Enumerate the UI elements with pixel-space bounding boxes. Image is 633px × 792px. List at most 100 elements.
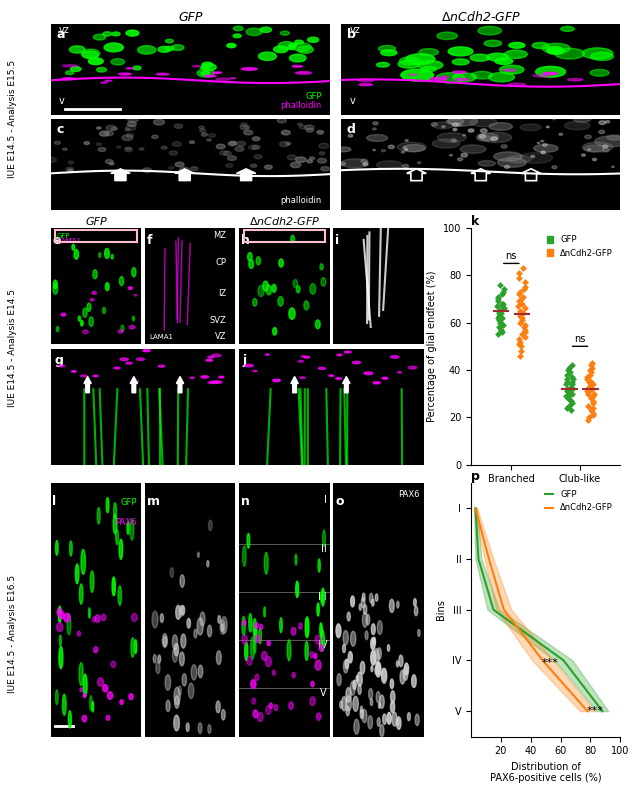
Ellipse shape	[126, 134, 134, 137]
FancyArrow shape	[177, 376, 184, 393]
FancyArrow shape	[342, 376, 350, 393]
Legend: GFP, ΔnCdh2-GFP: GFP, ΔnCdh2-GFP	[542, 487, 616, 516]
Ellipse shape	[455, 78, 469, 81]
Text: VZ: VZ	[215, 333, 227, 341]
Ellipse shape	[305, 617, 309, 638]
Ellipse shape	[241, 123, 247, 126]
Ellipse shape	[244, 126, 249, 128]
Ellipse shape	[92, 702, 94, 712]
Title: $\Delta$nCdh2-GFP: $\Delta$nCdh2-GFP	[441, 10, 521, 24]
Ellipse shape	[533, 74, 550, 77]
Ellipse shape	[499, 65, 524, 74]
Ellipse shape	[401, 151, 404, 153]
Ellipse shape	[56, 690, 58, 705]
Text: ns: ns	[505, 251, 517, 261]
Point	[584, 375, 594, 388]
Point	[515, 349, 525, 362]
Circle shape	[573, 116, 591, 122]
Ellipse shape	[265, 354, 269, 356]
ΔnCdh2-GFP	[500, 605, 508, 615]
Ellipse shape	[253, 299, 257, 307]
Ellipse shape	[134, 640, 137, 653]
Circle shape	[353, 680, 356, 690]
Text: III: III	[318, 592, 327, 602]
Ellipse shape	[255, 623, 258, 629]
Text: l: l	[53, 496, 56, 508]
Text: ***: ***	[542, 657, 558, 668]
Circle shape	[362, 710, 367, 723]
Ellipse shape	[59, 611, 64, 619]
Ellipse shape	[83, 308, 87, 318]
Ellipse shape	[142, 168, 152, 173]
Circle shape	[360, 706, 363, 713]
Circle shape	[376, 661, 380, 674]
Ellipse shape	[436, 73, 465, 83]
Ellipse shape	[310, 284, 316, 294]
Ellipse shape	[174, 124, 182, 128]
Circle shape	[172, 648, 177, 662]
Circle shape	[346, 696, 351, 711]
Point	[493, 290, 503, 303]
Ellipse shape	[56, 326, 59, 332]
Circle shape	[413, 599, 417, 606]
Ellipse shape	[111, 661, 116, 668]
Ellipse shape	[307, 160, 313, 163]
Circle shape	[340, 701, 342, 708]
Circle shape	[477, 136, 492, 141]
Ellipse shape	[321, 277, 326, 286]
Point	[584, 380, 594, 393]
Ellipse shape	[79, 663, 83, 686]
Circle shape	[162, 634, 167, 648]
Ellipse shape	[273, 379, 280, 382]
Circle shape	[371, 638, 375, 649]
Point	[520, 276, 530, 289]
Ellipse shape	[289, 54, 306, 62]
Title: GFP: GFP	[178, 11, 203, 24]
Ellipse shape	[132, 613, 137, 622]
Ellipse shape	[165, 46, 174, 51]
Circle shape	[565, 121, 590, 130]
X-axis label: Distribution of
PAX6-positive cells (%): Distribution of PAX6-positive cells (%)	[490, 762, 601, 783]
ΔnCdh2-GFP	[539, 656, 546, 665]
Ellipse shape	[243, 620, 246, 626]
Ellipse shape	[118, 330, 123, 333]
Ellipse shape	[322, 530, 325, 546]
Ellipse shape	[509, 43, 525, 48]
Point	[492, 328, 503, 341]
Ellipse shape	[559, 133, 563, 135]
Y-axis label: Bins: Bins	[436, 600, 446, 620]
Ellipse shape	[213, 72, 222, 74]
Circle shape	[174, 687, 180, 705]
Ellipse shape	[197, 69, 214, 77]
Ellipse shape	[137, 46, 156, 54]
Ellipse shape	[220, 150, 228, 155]
Circle shape	[153, 654, 156, 663]
Point	[561, 373, 572, 386]
Ellipse shape	[296, 71, 311, 74]
Ellipse shape	[83, 694, 86, 698]
Ellipse shape	[111, 254, 113, 259]
Ellipse shape	[273, 328, 277, 335]
Ellipse shape	[315, 320, 320, 329]
Point	[567, 371, 577, 383]
Point	[567, 387, 577, 400]
Ellipse shape	[99, 253, 101, 257]
Circle shape	[356, 676, 358, 682]
Text: j: j	[243, 355, 247, 367]
Circle shape	[174, 643, 179, 656]
Circle shape	[166, 700, 170, 711]
Point	[586, 404, 596, 417]
Circle shape	[366, 615, 370, 625]
Ellipse shape	[125, 147, 131, 150]
Legend: GFP, ΔnCdh2-GFP: GFP, ΔnCdh2-GFP	[543, 232, 616, 261]
Ellipse shape	[277, 118, 286, 123]
Circle shape	[365, 631, 368, 640]
Text: e: e	[53, 234, 61, 246]
Ellipse shape	[223, 151, 232, 155]
Ellipse shape	[288, 46, 296, 50]
Point	[586, 366, 596, 379]
Circle shape	[208, 725, 211, 733]
Ellipse shape	[321, 630, 324, 651]
Ellipse shape	[359, 83, 372, 86]
Ellipse shape	[67, 614, 71, 635]
